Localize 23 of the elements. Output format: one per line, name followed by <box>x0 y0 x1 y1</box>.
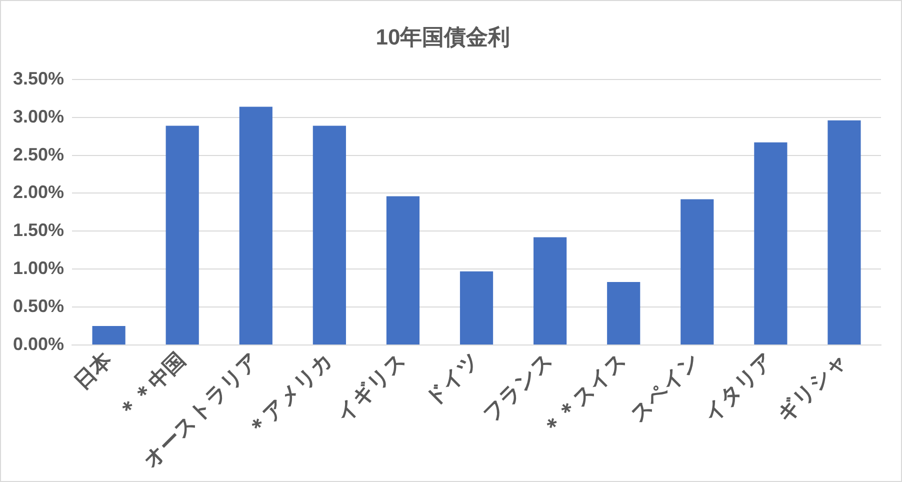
bar <box>460 271 494 344</box>
bar <box>534 237 567 344</box>
y-tick-label: 2.00% <box>12 182 64 202</box>
chart-title: 10年国債金利 <box>376 24 510 50</box>
bar <box>239 106 272 344</box>
x-tick-label: ドイツ <box>421 348 484 412</box>
bar <box>92 326 126 344</box>
bar <box>386 196 420 344</box>
bar <box>166 126 199 344</box>
y-tick-label: 0.00% <box>12 334 64 354</box>
y-tick-label: 3.50% <box>12 68 64 88</box>
x-tick-label: イギリス <box>332 348 411 427</box>
bar <box>312 126 346 344</box>
bar <box>680 199 714 344</box>
bar <box>607 282 640 344</box>
y-tick-label: 3.00% <box>12 106 64 126</box>
y-tick-label: 2.50% <box>12 144 64 164</box>
y-tick-label: 0.50% <box>12 296 64 316</box>
y-tick-label: 1.50% <box>12 220 64 240</box>
x-tick-label: 日本 <box>70 348 118 394</box>
bar <box>828 120 861 344</box>
bar <box>754 142 788 344</box>
y-tick-label: 1.00% <box>12 258 64 278</box>
